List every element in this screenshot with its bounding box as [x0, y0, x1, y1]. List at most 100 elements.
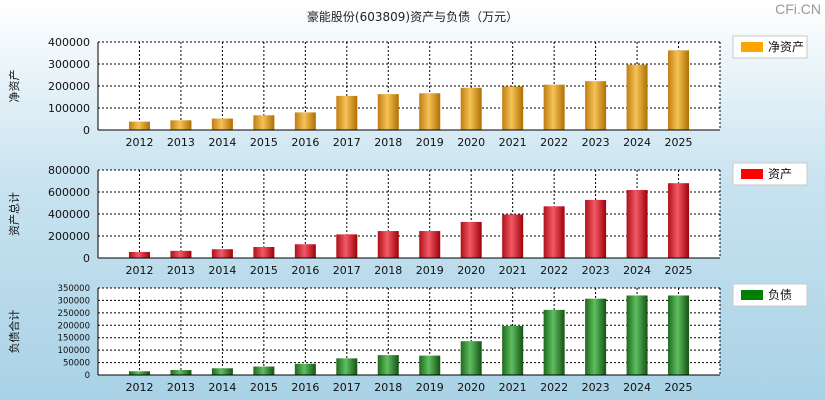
bar-2017 [336, 358, 358, 375]
y-tick-label: 150000 [58, 334, 90, 344]
x-tick-label: 2017 [333, 264, 361, 277]
x-tick-label: 2025 [665, 264, 693, 277]
x-tick-label: 2014 [208, 136, 236, 149]
bar-2015 [253, 115, 275, 130]
bar-2020 [460, 87, 482, 130]
x-tick-label: 2022 [540, 136, 568, 149]
y-tick-label: 200000 [58, 321, 90, 331]
bar-2025 [668, 50, 690, 130]
y-tick-label: 200000 [48, 230, 90, 243]
bar-2014 [211, 118, 233, 130]
legend-box [732, 162, 808, 186]
plot-area [98, 42, 720, 130]
chart-panel-2: 0 200000 400000 600000 800000 2012 2013 2014 201… [7, 162, 808, 277]
bar-2021 [502, 214, 524, 258]
x-tick-label: 2019 [416, 381, 444, 394]
plot-area [98, 170, 720, 258]
bar-2014 [211, 249, 233, 258]
y-tick-label: 600000 [48, 186, 90, 199]
bar-2018 [377, 355, 399, 375]
x-tick-label: 2020 [457, 264, 485, 277]
y-tick-label: 800000 [48, 164, 90, 177]
y-tick-label: 250000 [58, 309, 90, 319]
bar-2016 [294, 363, 316, 375]
y-tick-label: 400000 [48, 36, 90, 49]
legend-label: 负债 [768, 288, 792, 302]
legend-swatch [741, 290, 763, 300]
bar-2025 [668, 295, 690, 375]
bar-2019 [419, 355, 441, 375]
x-tick-label: 2025 [665, 381, 693, 394]
bar-2023 [585, 199, 607, 258]
x-tick-label: 2012 [125, 264, 153, 277]
y-tick-label: 300000 [58, 296, 90, 306]
bar-2015 [253, 366, 275, 375]
bar-2024 [626, 190, 648, 258]
plot-area [98, 288, 720, 375]
x-tick-label: 2018 [374, 136, 402, 149]
legend-box [732, 283, 808, 307]
x-tick-label: 2018 [374, 264, 402, 277]
legend-label: 资产 [768, 167, 792, 181]
bar-2020 [460, 221, 482, 258]
bar-2016 [294, 112, 316, 130]
x-tick-label: 2020 [457, 136, 485, 149]
x-tick-label: 2021 [499, 381, 527, 394]
x-tick-label: 2024 [623, 381, 651, 394]
x-tick-label: 2016 [291, 381, 319, 394]
legend-label: 净资产 [768, 40, 804, 54]
x-tick-label: 2024 [623, 264, 651, 277]
x-tick-label: 2012 [125, 381, 153, 394]
x-tick-label: 2016 [291, 136, 319, 149]
x-tick-label: 2025 [665, 136, 693, 149]
bar-2012 [128, 121, 150, 130]
bar-2024 [626, 64, 648, 130]
y-tick-label: 50000 [63, 359, 90, 369]
x-tick-label: 2019 [416, 264, 444, 277]
y-tick-label: 0 [85, 371, 90, 381]
legend-box [732, 35, 808, 59]
x-tick-label: 2015 [250, 264, 278, 277]
y-tick-label: 350000 [58, 284, 90, 294]
bar-2023 [585, 298, 607, 375]
x-tick-label: 2019 [416, 136, 444, 149]
chart-panel-3: 0 50000 100000 150000 200000 250000 300000 3500… [7, 283, 808, 394]
bar-2016 [294, 244, 316, 258]
bar-2020 [460, 341, 482, 375]
bar-2017 [336, 234, 358, 258]
bar-2013 [170, 250, 192, 258]
x-tick-label: 2014 [208, 264, 236, 277]
x-tick-label: 2023 [582, 381, 610, 394]
bar-2019 [419, 231, 441, 258]
y-tick-label: 0 [83, 252, 90, 265]
y-tick-label: 100000 [48, 102, 90, 115]
y-tick-label: 400000 [48, 208, 90, 221]
y-tick-label: 100000 [58, 346, 90, 356]
bar-2013 [170, 120, 192, 130]
x-tick-label: 2023 [582, 136, 610, 149]
x-tick-label: 2020 [457, 381, 485, 394]
bar-2019 [419, 93, 441, 130]
bar-2014 [211, 368, 233, 375]
bar-2012 [128, 251, 150, 258]
bar-2018 [377, 231, 399, 258]
bar-2017 [336, 95, 358, 130]
x-tick-label: 2017 [333, 136, 361, 149]
y-axis-label: 负债合计 [7, 310, 21, 354]
y-axis-label: 净资产 [7, 70, 21, 103]
bar-2022 [543, 206, 565, 258]
x-tick-label: 2021 [499, 136, 527, 149]
x-tick-label: 2013 [167, 264, 195, 277]
bar-2024 [626, 295, 648, 375]
x-tick-label: 2014 [208, 381, 236, 394]
x-tick-label: 2013 [167, 381, 195, 394]
x-tick-label: 2024 [623, 136, 651, 149]
x-tick-label: 2012 [125, 136, 153, 149]
bar-2013 [170, 370, 192, 375]
bar-2018 [377, 94, 399, 130]
x-tick-label: 2018 [374, 381, 402, 394]
chart-panel-1: 0 100000 200000 300000 400000 2012 2013 2014 201… [7, 35, 808, 149]
x-tick-label: 2015 [250, 136, 278, 149]
legend-swatch [741, 169, 763, 179]
